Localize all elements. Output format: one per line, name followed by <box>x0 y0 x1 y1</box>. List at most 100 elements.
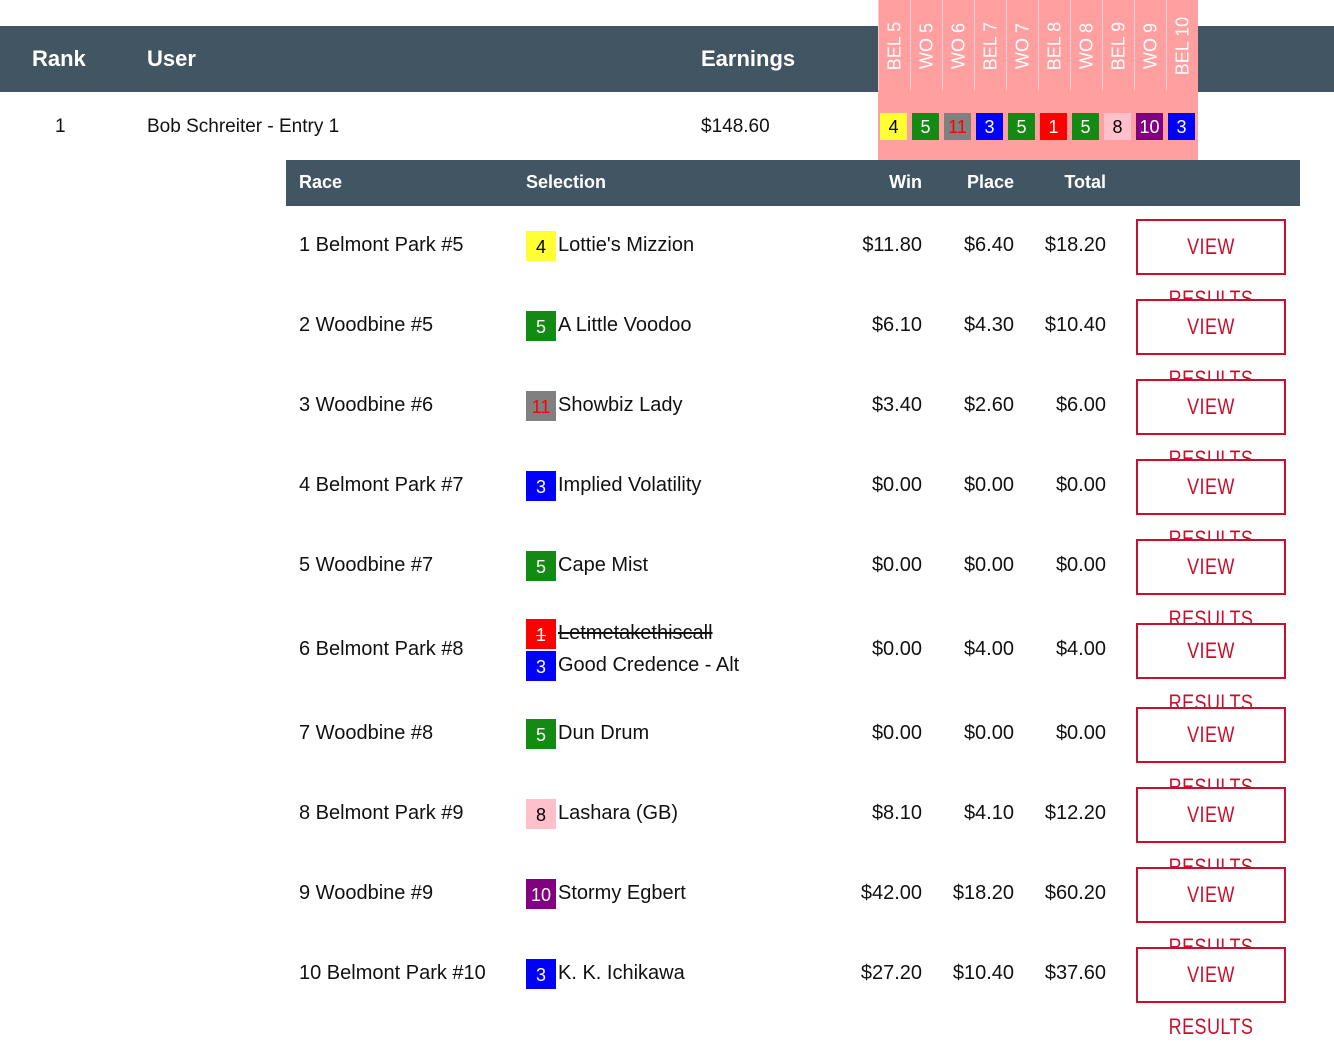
race-column-header: BEL 8 <box>1038 0 1071 90</box>
saddle-cloth-badge: 10 <box>526 879 556 909</box>
horse-name: Cape Mist <box>558 554 649 576</box>
win-amount: $0.00 <box>871 474 922 496</box>
total-amount: $10.40 <box>1044 314 1106 336</box>
race-name: 3 Woodbine #6 <box>299 394 434 416</box>
saddle-cloth-badge: 11 <box>526 391 556 421</box>
race-name: 8 Belmont Park #9 <box>299 802 464 824</box>
place-amount: $18.20 <box>952 882 1014 904</box>
race-name: 10 Belmont Park #10 <box>299 962 486 984</box>
race-column-header: WO 7 <box>1006 0 1039 90</box>
entry-user[interactable]: Bob Schreiter - Entry 1 <box>147 116 340 137</box>
horse-name: A Little Voodoo <box>558 314 692 336</box>
place-amount: $4.00 <box>963 638 1014 660</box>
race-column-header: BEL 9 <box>1102 0 1135 90</box>
total-header: Total <box>1064 172 1106 192</box>
total-amount: $0.00 <box>1055 474 1106 496</box>
place-amount: $2.60 <box>963 394 1014 416</box>
race-column-label: BEL 9 <box>1108 21 1129 71</box>
race-column-header: WO 5 <box>910 0 943 90</box>
entry-rank: 1 <box>55 116 66 137</box>
race-column-header: BEL 10 <box>1166 0 1199 90</box>
place-amount: $0.00 <box>963 474 1014 496</box>
race-name: 5 Woodbine #7 <box>299 554 434 576</box>
win-amount: $42.00 <box>860 882 922 904</box>
win-amount: $0.00 <box>871 722 922 744</box>
entry-earnings: $148.60 <box>701 116 770 137</box>
total-amount: $4.00 <box>1055 638 1106 660</box>
win-amount: $0.00 <box>871 638 922 660</box>
horse-name: Lottie's Mizzion <box>558 234 695 256</box>
pick-number-badge: 3 <box>976 113 1003 140</box>
win-amount: $6.10 <box>871 314 922 336</box>
view-results-label: VIEW RESULTS <box>1169 802 1253 879</box>
scratched-horse-name: Letmetakethiscall <box>558 622 713 644</box>
pick-number-badge: 3 <box>1168 113 1195 140</box>
pick-number-badge: 10 <box>1136 113 1163 140</box>
view-results-button[interactable]: VIEW RESULTS <box>1136 867 1286 959</box>
view-results-button[interactable]: VIEW RESULTS <box>1136 219 1286 311</box>
pick-number-badge: 5 <box>912 113 939 140</box>
saddle-cloth-badge: 8 <box>526 799 556 829</box>
view-results-button[interactable]: VIEW RESULTS <box>1136 459 1286 551</box>
total-amount: $0.00 <box>1055 554 1106 576</box>
horse-name: Showbiz Lady <box>558 394 683 416</box>
race-name: 1 Belmont Park #5 <box>299 234 464 256</box>
total-amount: $37.60 <box>1044 962 1106 984</box>
race-name: 6 Belmont Park #8 <box>299 638 464 660</box>
selection-header: Selection <box>526 172 607 192</box>
place-header: Place <box>966 172 1014 192</box>
saddle-cloth-badge: 5 <box>526 719 556 749</box>
rank-header: Rank <box>32 46 86 71</box>
pick-number-badge: 4 <box>880 113 907 140</box>
view-results-button[interactable]: VIEW RESULTS <box>1136 623 1286 715</box>
race-column-label: WO 6 <box>948 22 969 70</box>
saddle-cloth-badge: 3 <box>526 651 556 681</box>
race-column-label: WO 9 <box>1140 22 1161 70</box>
pick-number-badge: 1 <box>1040 113 1067 140</box>
horse-name: Good Credence - Alt <box>558 654 740 676</box>
view-results-button[interactable]: VIEW RESULTS <box>1136 539 1286 631</box>
place-amount: $4.10 <box>963 802 1014 824</box>
horse-name: K. K. Ichikawa <box>558 962 685 984</box>
view-results-button[interactable]: VIEW RESULTS <box>1136 379 1286 471</box>
race-column-label: BEL 8 <box>1044 21 1065 71</box>
race-name: 4 Belmont Park #7 <box>299 474 464 496</box>
pick-number-badge: 5 <box>1072 113 1099 140</box>
view-results-button[interactable]: VIEW RESULTS <box>1136 299 1286 391</box>
details-header <box>286 160 1300 206</box>
saddle-cloth-badge: 3 <box>526 471 556 501</box>
horse-name: Lashara (GB) <box>558 802 679 824</box>
race-name: 7 Woodbine #8 <box>299 722 434 744</box>
saddle-cloth-badge: 3 <box>526 959 556 989</box>
race-column-label: BEL 7 <box>980 21 1001 71</box>
total-amount: $0.00 <box>1055 722 1106 744</box>
saddle-cloth-badge: 5 <box>526 551 556 581</box>
race-column-header: BEL 7 <box>974 0 1007 90</box>
view-results-button[interactable]: VIEW RESULTS <box>1136 707 1286 799</box>
race-column-label: WO 8 <box>1076 22 1097 70</box>
place-amount: $10.40 <box>952 962 1014 984</box>
horse-name: Stormy Egbert <box>558 882 686 904</box>
view-results-button[interactable]: VIEW RESULTS <box>1136 947 1286 1039</box>
pick-number-badge: 5 <box>1008 113 1035 140</box>
win-amount: $27.20 <box>860 962 922 984</box>
place-amount: $4.30 <box>963 314 1014 336</box>
total-amount: $6.00 <box>1055 394 1106 416</box>
race-column-header: BEL 5 <box>878 0 911 90</box>
saddle-cloth-badge: 1 <box>526 619 556 649</box>
place-amount: $0.00 <box>963 722 1014 744</box>
total-amount: $12.20 <box>1044 802 1106 824</box>
saddle-cloth-badge: 5 <box>526 311 556 341</box>
earnings-header: Earnings <box>701 46 796 71</box>
horse-name: Implied Volatility <box>558 474 702 496</box>
race-column-header: WO 6 <box>942 0 975 90</box>
pick-number-badge: 8 <box>1104 113 1131 140</box>
view-results-label: VIEW RESULTS <box>1168 962 1254 1039</box>
horse-name: Dun Drum <box>558 722 650 744</box>
race-header: Race <box>299 172 343 192</box>
view-results-button[interactable]: VIEW RESULTS <box>1136 787 1286 879</box>
race-column-label: WO 7 <box>1012 22 1033 70</box>
total-amount: $60.20 <box>1044 882 1106 904</box>
win-amount: $0.00 <box>871 554 922 576</box>
saddle-cloth-badge: 4 <box>526 231 556 261</box>
